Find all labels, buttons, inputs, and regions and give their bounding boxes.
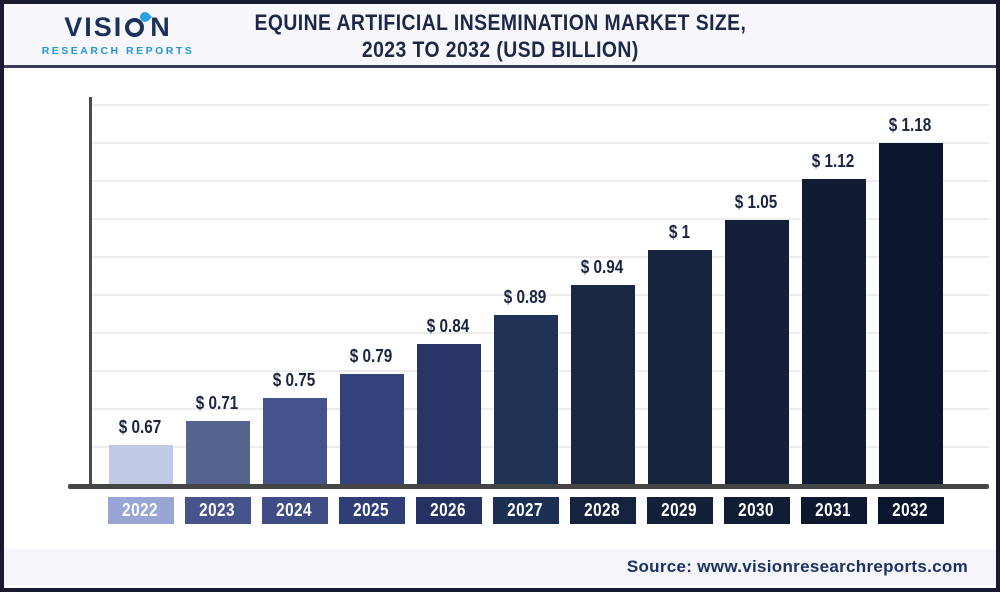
tick-column-2029: 2029 bbox=[641, 497, 718, 524]
year-tick-label: 2029 bbox=[661, 500, 698, 520]
bar-value-label: $ 1.05 bbox=[735, 192, 778, 212]
tick-column-2030: 2030 bbox=[718, 497, 795, 524]
tick-column-2024: 2024 bbox=[256, 497, 333, 524]
year-tick-2023: 2023 bbox=[184, 497, 251, 524]
bar-2025 bbox=[339, 374, 404, 484]
bar-2022 bbox=[108, 445, 173, 484]
bar-column-2026: $ 0.84 bbox=[410, 97, 487, 484]
logo-subtitle: RESEARCH REPORTS bbox=[41, 45, 195, 57]
year-tick-label: 2028 bbox=[584, 500, 621, 520]
tick-column-2032: 2032 bbox=[872, 497, 949, 524]
bar-value-label: $ 1.12 bbox=[812, 151, 855, 171]
bar-column-2022: $ 0.67 bbox=[102, 97, 179, 484]
tick-column-2028: 2028 bbox=[564, 497, 641, 524]
year-tick-2029: 2029 bbox=[646, 497, 713, 524]
bar-column-2024: $ 0.75 bbox=[256, 97, 333, 484]
year-tick-label: 2023 bbox=[199, 500, 236, 520]
bar-2026 bbox=[416, 344, 481, 484]
bar-2027 bbox=[493, 315, 558, 484]
year-tick-2032: 2032 bbox=[877, 497, 944, 524]
chart-area: $ 0.67 $ 0.71 $ 0.75 $ 0.79 $ 0.84 $ 0.89 $ 0.… bbox=[4, 68, 996, 585]
bar-value-label: $ 0.67 bbox=[119, 417, 162, 437]
tick-column-2027: 2027 bbox=[487, 497, 564, 524]
bar-value-label: $ 0.75 bbox=[273, 370, 316, 390]
tick-column-2031: 2031 bbox=[795, 497, 872, 524]
bar-value-label: $ 0.84 bbox=[427, 316, 470, 336]
y-axis-line bbox=[89, 97, 92, 488]
bar-value-label: $ 0.79 bbox=[350, 346, 393, 366]
chart-title-line2: 2023 TO 2032 (USD BILLION) bbox=[361, 37, 639, 62]
year-tick-label: 2025 bbox=[353, 500, 390, 520]
year-tick-2027: 2027 bbox=[492, 497, 559, 524]
bar-column-2025: $ 0.79 bbox=[333, 97, 410, 484]
bar-column-2029: $ 1 bbox=[641, 97, 718, 484]
bar-2023 bbox=[185, 421, 250, 484]
bar-2029 bbox=[647, 250, 712, 484]
logo-droplet-o-icon bbox=[125, 9, 153, 39]
year-tick-2024: 2024 bbox=[261, 497, 328, 524]
year-tick-label: 2026 bbox=[430, 500, 467, 520]
bar-column-2030: $ 1.05 bbox=[718, 97, 795, 484]
year-tick-label: 2030 bbox=[738, 500, 775, 520]
bar-value-label: $ 0.89 bbox=[504, 287, 547, 307]
chart-title-line1: EQUINE ARTIFICIAL INSEMINATION MARKET SI… bbox=[254, 10, 746, 35]
chart-title: EQUINE ARTIFICIAL INSEMINATION MARKET SI… bbox=[4, 4, 996, 68]
bar-2030 bbox=[724, 220, 789, 484]
source-attribution: Source: www.visionresearchreports.com bbox=[626, 557, 968, 576]
year-tick-label: 2032 bbox=[892, 500, 929, 520]
bar-column-2023: $ 0.71 bbox=[179, 97, 256, 484]
x-axis-line bbox=[68, 484, 989, 489]
header: VISI N RESEARCH REPORTS EQUINE ARTIFICIAL… bbox=[4, 4, 996, 68]
tick-column-2026: 2026 bbox=[410, 497, 487, 524]
year-tick-label: 2031 bbox=[815, 500, 852, 520]
bar-2028 bbox=[570, 285, 635, 484]
bar-value-label: $ 1 bbox=[668, 222, 691, 242]
year-tick-2028: 2028 bbox=[569, 497, 636, 524]
bar-value-label: $ 1.18 bbox=[889, 115, 932, 135]
bar-2031 bbox=[801, 179, 866, 484]
year-tick-label: 2022 bbox=[122, 500, 159, 520]
bar-column-2028: $ 0.94 bbox=[564, 97, 641, 484]
bar-column-2031: $ 1.12 bbox=[795, 97, 872, 484]
footer-strip: Source: www.visionresearchreports.com bbox=[4, 549, 996, 585]
year-tick-2025: 2025 bbox=[338, 497, 405, 524]
year-tick-label: 2027 bbox=[507, 500, 544, 520]
year-ticks-row: 2022 2023 2024 2025 2026 2027 2028 2029 2030 2031… bbox=[102, 497, 949, 524]
logo-text-pre: VISI bbox=[64, 12, 124, 42]
tick-column-2025: 2025 bbox=[333, 497, 410, 524]
year-tick-2026: 2026 bbox=[415, 497, 482, 524]
year-tick-2030: 2030 bbox=[723, 497, 790, 524]
tick-column-2023: 2023 bbox=[179, 497, 256, 524]
bar-2032 bbox=[878, 143, 943, 484]
tick-column-2022: 2022 bbox=[102, 497, 179, 524]
year-tick-2022: 2022 bbox=[107, 497, 174, 524]
bar-value-label: $ 0.71 bbox=[196, 393, 239, 413]
logo-wordmark: VISI N bbox=[38, 9, 198, 43]
bar-column-2032: $ 1.18 bbox=[872, 97, 949, 484]
bars-row: $ 0.67 $ 0.71 $ 0.75 $ 0.79 $ 0.84 $ 0.89 $ 0.… bbox=[102, 97, 949, 484]
logo-text-post: N bbox=[150, 12, 172, 42]
year-tick-2031: 2031 bbox=[800, 497, 867, 524]
bar-2024 bbox=[262, 398, 327, 484]
vision-research-reports-logo: VISI N RESEARCH REPORTS bbox=[38, 9, 198, 57]
bar-value-label: $ 0.94 bbox=[581, 257, 624, 277]
bar-column-2027: $ 0.89 bbox=[487, 97, 564, 484]
year-tick-label: 2024 bbox=[276, 500, 313, 520]
